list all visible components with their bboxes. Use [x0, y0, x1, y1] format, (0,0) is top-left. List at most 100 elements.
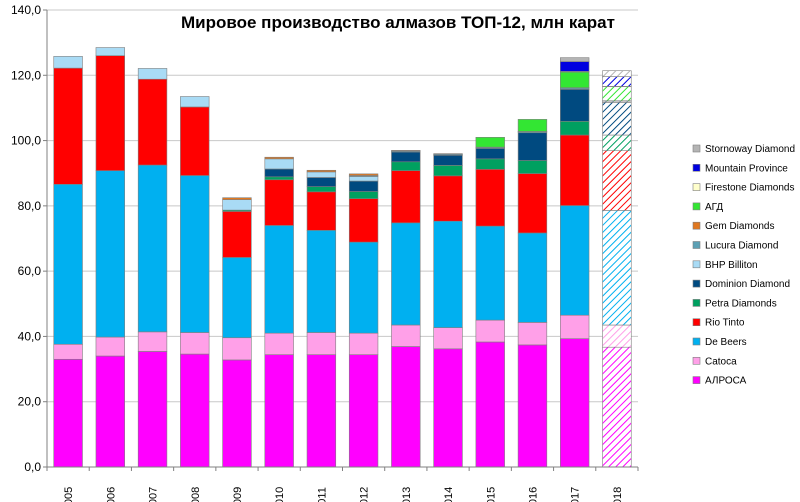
legend-swatch: [692, 337, 701, 346]
bar-segment: [137, 164, 168, 333]
bars: [53, 47, 632, 468]
bar-segment: [517, 119, 548, 132]
bar-segment: [560, 121, 590, 136]
legend-label: Stornoway Diamond: [705, 144, 795, 155]
bar-segment: [348, 241, 379, 334]
bar-segment: [475, 341, 505, 468]
bar-segment: [53, 56, 83, 69]
bar-segment: [222, 257, 252, 339]
bar-segment: [391, 170, 421, 224]
bar-segment: [180, 106, 210, 176]
bar-segment: [306, 354, 337, 468]
legend-item: De Beers: [692, 337, 747, 348]
bar-segment: [306, 191, 337, 231]
x-tick-label: 2013: [401, 487, 413, 502]
bar-segment: [222, 211, 252, 258]
bar-segment: [433, 154, 463, 166]
bar-segment: [602, 76, 632, 87]
legend-label: Petra Diamonds: [705, 298, 777, 309]
bar-segment: [95, 55, 125, 171]
bar-segment: [391, 161, 421, 171]
legend-item: АГД: [692, 202, 723, 213]
bar-segment: [348, 191, 379, 199]
legend-item: Catoca: [692, 356, 737, 367]
bar-segment: [475, 158, 505, 170]
bar-segment: [95, 47, 125, 57]
bar-segment: [222, 337, 252, 361]
legend-label: BHP Billiton: [705, 260, 758, 271]
bar-segment: [517, 322, 548, 346]
y-tick-label: 60,0: [18, 264, 42, 278]
bar-segment: [53, 67, 83, 185]
bar-segment: [264, 176, 294, 181]
legend-label: Firestone Diamonds: [705, 183, 794, 194]
bar-segment: [560, 338, 590, 468]
bar-segment: [517, 132, 548, 161]
bar-segment: [433, 348, 463, 468]
x-tick-label: 2018: [612, 487, 624, 502]
bar-segment: [602, 134, 632, 151]
legend-item: BHP Billiton: [692, 260, 758, 271]
bar-segment: [222, 359, 252, 468]
legend-swatch: [692, 202, 701, 211]
legend-item: Petra Diamonds: [692, 298, 777, 309]
legend-swatch: [692, 183, 701, 191]
bar-segment: [433, 153, 463, 155]
bar-segment: [517, 232, 548, 323]
bar-segment: [180, 96, 210, 108]
bar-segment: [560, 71, 590, 88]
bar-segment: [560, 57, 590, 62]
legend-label: Lucura Diamond: [705, 241, 778, 252]
bar-segment: [560, 61, 590, 72]
bar-segment: [264, 332, 294, 356]
legend-item: Dominion Diamond: [692, 279, 790, 290]
bar-segment: [517, 160, 548, 174]
x-tick-label: 2015: [485, 487, 497, 502]
legend-item: АЛРОСА: [692, 376, 747, 387]
bar-segment: [306, 230, 337, 333]
bar-segment: [391, 151, 421, 163]
bar-segment: [602, 70, 632, 77]
legend-label: Rio Tinto: [705, 318, 745, 329]
legend-item: Rio Tinto: [692, 318, 745, 329]
x-tick-label: 2008: [190, 487, 202, 502]
bar-segment: [433, 165, 463, 177]
chart-title: Мировое производство алмазов ТОП-12, млн…: [181, 13, 615, 32]
legend-swatch: [692, 221, 701, 230]
legend-label: De Beers: [705, 337, 747, 348]
legend-swatch: [692, 241, 701, 249]
bar-segment: [391, 324, 421, 347]
bar-segment: [137, 351, 168, 468]
bar-segment: [391, 346, 421, 468]
bar-segment: [306, 171, 337, 178]
bar-segment: [475, 168, 505, 227]
legend: Stornoway Diamond Mountain Province Firest…: [692, 144, 795, 387]
legend-label: Mountain Province: [705, 163, 788, 174]
legend-item: Stornoway Diamond: [692, 144, 795, 155]
x-tick-label: 2009: [232, 487, 244, 502]
bar-segment: [348, 180, 379, 192]
axes: [43, 9, 639, 471]
legend-swatch: [692, 260, 701, 269]
bar-segment: [180, 332, 210, 355]
legend-swatch: [692, 279, 701, 288]
legend-swatch: [692, 144, 701, 153]
y-tick-label: 0,0: [24, 460, 41, 474]
bar-segment: [348, 332, 379, 356]
bar-segment: [95, 336, 125, 357]
bar-segment: [602, 150, 632, 211]
bar-segment: [264, 179, 294, 226]
bar-segment: [602, 324, 632, 348]
bar-segment: [137, 68, 168, 80]
bar-segment: [53, 343, 83, 360]
bar-segment: [306, 332, 337, 356]
y-tick-labels: 0,0 20,0 40,0 60,0 80,0 100,0 120,0 140,0: [11, 3, 41, 474]
x-tick-labels: 2005 2006 2007 2008 2009 2010 2011 2012 2013 2014…: [63, 487, 624, 502]
y-tick-label: 40,0: [18, 329, 42, 343]
bar-segment: [264, 158, 294, 170]
bar-segment: [475, 319, 505, 343]
x-tick-label: 2007: [148, 487, 160, 502]
bar-segment: [137, 78, 168, 166]
y-tick-label: 100,0: [11, 134, 41, 148]
